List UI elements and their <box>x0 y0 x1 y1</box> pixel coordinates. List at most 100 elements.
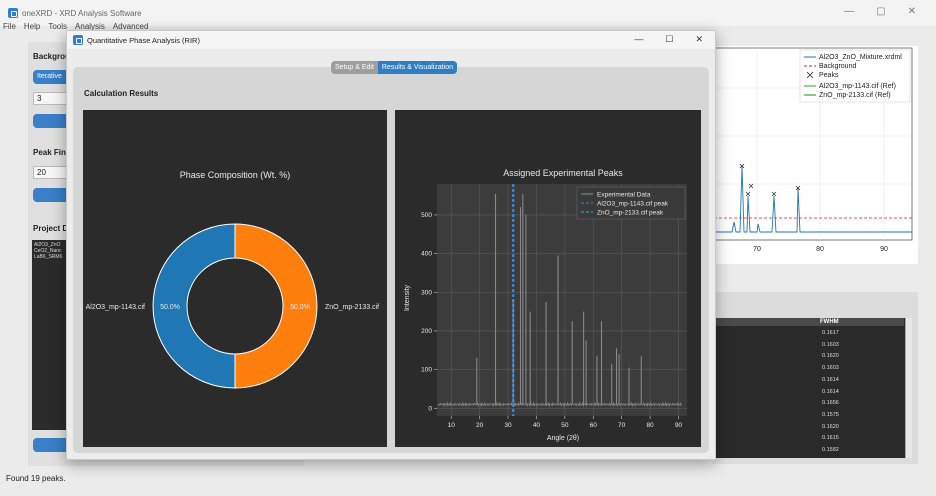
data-line <box>714 165 912 233</box>
peak-section-label: Peak Fin <box>33 148 66 157</box>
peak-threshold-input[interactable]: 20 <box>33 166 73 179</box>
maximize-icon[interactable]: ▢ <box>876 6 886 17</box>
y-tick-label: 500 <box>421 212 432 219</box>
legend-label: Experimental Data <box>597 192 651 199</box>
main-plot-svg: Al2O3_ZnO_Mixture.xrdml Background Peaks… <box>713 47 913 253</box>
pie-chart-panel: Phase Composition (Wt. %) Al2O3_mp-1143.… <box>83 110 387 447</box>
x-tick-label: 90 <box>880 246 888 253</box>
legend-label: Peaks <box>819 72 839 79</box>
table-cell-fwhm[interactable]: 0.1617 <box>822 330 839 336</box>
menu-file[interactable]: File <box>3 22 16 31</box>
x-tick-label: 10 <box>448 422 456 429</box>
x-tick-label: 80 <box>646 422 654 429</box>
y-axis-label: Intensity <box>404 284 411 311</box>
slice-value-label: 50.0% <box>290 304 310 311</box>
view-tabs: Setup & Edit Results & Visualization <box>331 61 457 74</box>
main-window-controls: — ▢ ✕ <box>844 6 916 17</box>
peaks-chart-panel: Assigned Experimental Peaks Angle (2θ) I… <box>395 110 701 447</box>
x-axis-label: Angle (2θ) <box>547 435 579 442</box>
chart-title: Phase Composition (Wt. %) <box>180 170 291 180</box>
x-tick-label: 50 <box>561 422 569 429</box>
calculation-results-title: Calculation Results <box>84 89 159 98</box>
peaks-chart-svg: Assigned Experimental Peaks Angle (2θ) I… <box>404 168 687 442</box>
slice-label: Al2O3_mp-1143.cif <box>86 304 145 311</box>
iterations-input[interactable]: 3 <box>33 92 73 105</box>
y-tick-label: 400 <box>421 251 432 258</box>
y-tick-label: 0 <box>428 405 432 412</box>
menu-advanced[interactable]: Advanced <box>112 22 149 31</box>
x-tick-label: 90 <box>675 422 683 429</box>
table-cell-fwhm[interactable]: 0.1582 <box>822 447 839 453</box>
background-section-label: Backgrou <box>33 52 70 61</box>
table-cell-fwhm[interactable]: 0.1614 <box>822 376 839 383</box>
slice-label: ZnO_mp-2133.cif <box>325 304 379 311</box>
table-scrollbar[interactable] <box>905 318 912 458</box>
table-cell-fwhm[interactable]: 0.1603 <box>822 341 839 348</box>
legend-label: Al2O3_ZnO_Mixture.xrdml <box>819 54 902 61</box>
x-tick-label: 60 <box>590 422 598 429</box>
close-icon[interactable]: ✕ <box>695 34 703 44</box>
slice-value-label: 50.0% <box>160 304 180 311</box>
app-icon <box>8 8 18 18</box>
pie-slice <box>152 223 236 389</box>
table-cell-fwhm[interactable]: 0.1620 <box>822 423 839 430</box>
qpa-dialog: Quantitative Phase Analysis (RIR) — ☐ ✕ … <box>66 30 716 460</box>
minimize-icon[interactable]: — <box>844 6 855 17</box>
y-tick-label: 300 <box>421 289 432 296</box>
menubar: File Help Tools Analysis Advanced <box>0 22 148 34</box>
iterative-button[interactable]: Iterative <box>33 70 73 84</box>
legend-label: ZnO_mp-2133.cif peak <box>597 210 664 217</box>
dialog-body: Setup & Edit Results & Visualization Cal… <box>73 61 709 453</box>
project-section-label: Project D <box>33 224 69 233</box>
list-item[interactable]: CeO2_Nanc <box>34 248 62 254</box>
x-tick-label: 70 <box>618 422 626 429</box>
main-titlebar: oneXRD - XRD Analysis Software — ▢ ✕ <box>0 0 936 26</box>
minimize-icon[interactable]: — <box>634 34 644 44</box>
pie-slice <box>234 223 318 389</box>
x-tick-label: 70 <box>753 246 761 253</box>
x-tick-label: 20 <box>476 422 484 429</box>
tab-results-visualization[interactable]: Results & Visualization <box>377 61 457 74</box>
plot-area: 10 20 30 40 50 60 70 80 90 0 100 200 300 400 500 Experi… <box>421 184 687 429</box>
menu-analysis[interactable]: Analysis <box>75 22 105 31</box>
plot-background <box>437 184 687 416</box>
legend-label: ZnO_mp-2133.cif (Ref) <box>819 92 891 99</box>
x-tick-label: 40 <box>533 422 541 429</box>
table-cell-fwhm[interactable]: 0.1656 <box>822 400 839 407</box>
maximize-icon[interactable]: ☐ <box>665 34 674 44</box>
dialog-title: Quantitative Phase Analysis (RIR) <box>87 35 200 45</box>
main-plot-area: Al2O3_ZnO_Mixture.xrdml Background Peaks… <box>712 46 918 264</box>
list-item[interactable]: Al2O3_ZnO <box>34 242 61 248</box>
close-icon[interactable]: ✕ <box>907 6 916 17</box>
menu-tools[interactable]: Tools <box>48 22 68 31</box>
x-tick-label: 30 <box>504 422 512 429</box>
legend-label: Al2O3_mp-1143.cif peak <box>597 201 669 208</box>
chart-legend <box>576 186 686 220</box>
table-cell-fwhm[interactable]: 0.1620 <box>822 353 839 360</box>
peak-table[interactable]: FWHM 0.1617 0.1603 0.1620 0.1603 0.1614 0.161… <box>712 318 912 458</box>
y-tick-label: 200 <box>421 328 432 335</box>
dialog-app-icon <box>73 35 83 45</box>
table-cell-fwhm[interactable]: 0.1575 <box>822 411 839 418</box>
find-peaks-button[interactable] <box>33 188 73 202</box>
plot-legend <box>799 49 911 103</box>
project-action-button[interactable] <box>33 438 73 452</box>
tab-setup-edit[interactable]: Setup & Edit <box>335 64 374 71</box>
legend-label: Background <box>819 63 856 70</box>
list-item[interactable]: LaB6_SRM6 <box>34 254 63 260</box>
pie-chart-svg: Phase Composition (Wt. %) Al2O3_mp-1143.… <box>86 170 379 389</box>
background-apply-button[interactable] <box>33 114 73 128</box>
main-window-title: oneXRD - XRD Analysis Software <box>22 8 142 18</box>
menu-help[interactable]: Help <box>23 22 41 31</box>
table-header-fwhm[interactable]: FWHM <box>712 318 904 326</box>
table-cell-fwhm[interactable]: 0.1615 <box>822 435 839 442</box>
dialog-titlebar: Quantitative Phase Analysis (RIR) — ☐ ✕ <box>67 31 715 49</box>
dialog-window-controls: — ☐ ✕ <box>634 34 703 45</box>
chart-title: Assigned Experimental Peaks <box>503 168 623 178</box>
table-cell-fwhm[interactable]: 0.1603 <box>822 365 839 372</box>
table-cell-fwhm[interactable]: 0.1614 <box>822 388 839 395</box>
legend-label: Al2O3_mp-1143.cif (Ref) <box>819 83 896 90</box>
y-tick-label: 100 <box>421 367 432 374</box>
x-tick-label: 80 <box>816 246 824 253</box>
peak-markers <box>739 163 801 197</box>
